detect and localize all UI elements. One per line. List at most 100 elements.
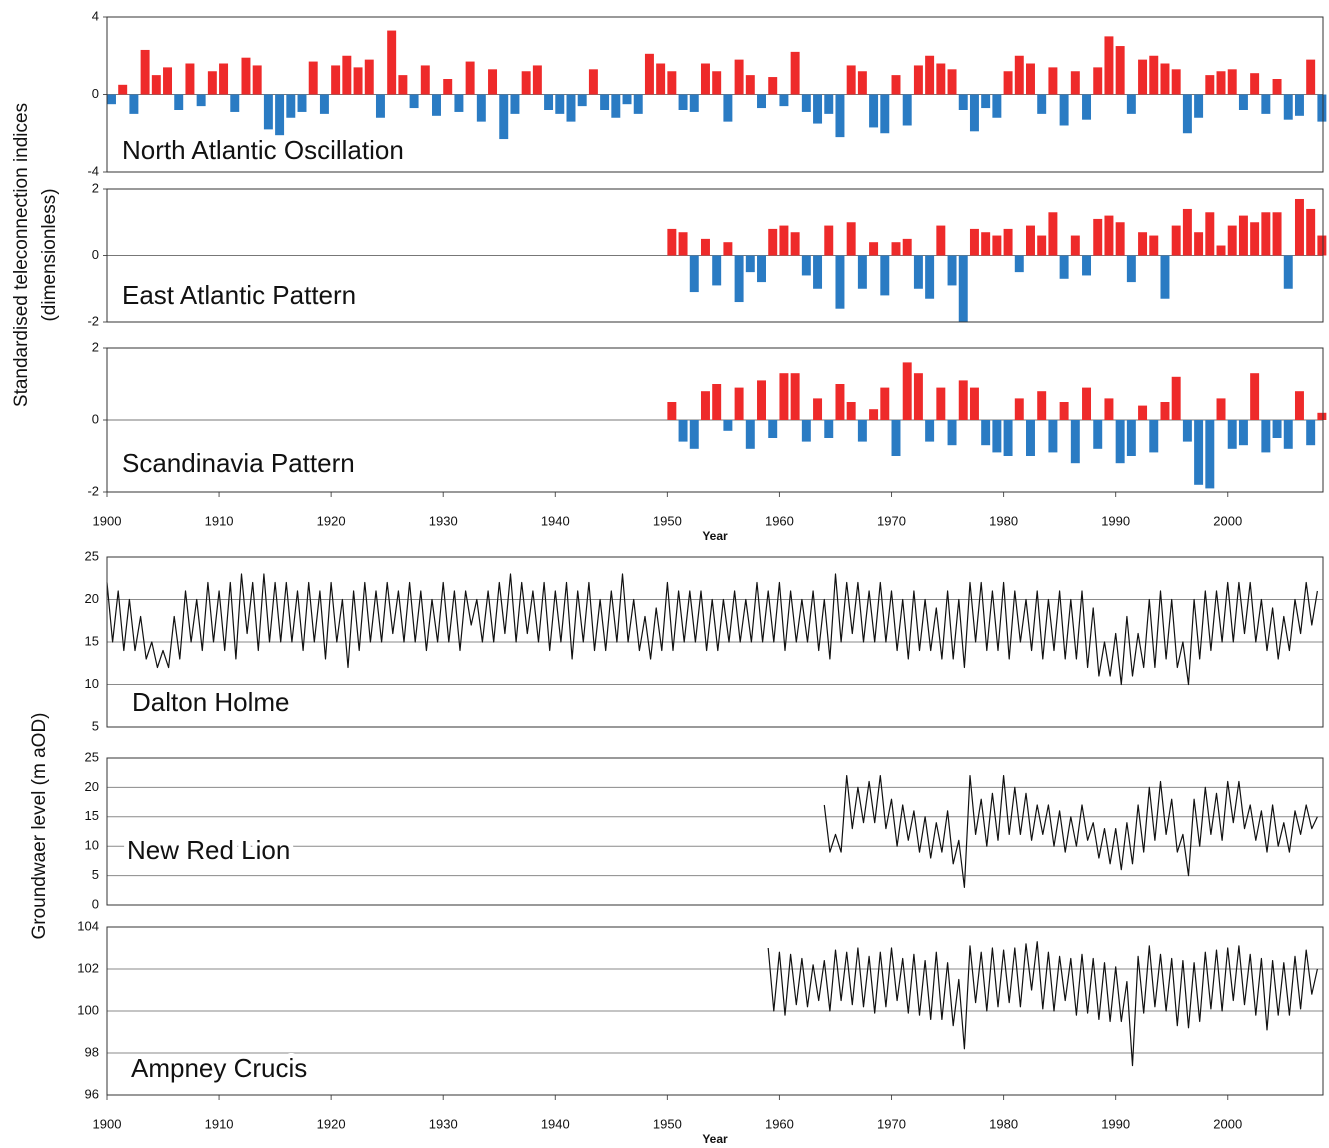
bar	[1048, 212, 1058, 256]
x-tick-label: 1940	[541, 1116, 570, 1131]
x-tick-label: 2000	[1213, 513, 1242, 528]
x-tick-label: 1980	[989, 1116, 1018, 1131]
bar	[230, 94, 240, 112]
bar	[913, 373, 923, 420]
bar	[488, 69, 498, 95]
bar	[319, 94, 329, 114]
bar	[700, 391, 710, 420]
bar	[1048, 420, 1058, 453]
bar	[1126, 255, 1136, 283]
bar	[936, 225, 946, 256]
bar	[1250, 73, 1260, 95]
bar	[1093, 420, 1103, 449]
bar	[1182, 94, 1192, 134]
bar	[432, 94, 441, 116]
bar	[969, 228, 979, 256]
y-tick-label: 4	[92, 8, 99, 23]
bar	[992, 420, 1002, 453]
bar	[1138, 405, 1148, 420]
bar	[880, 94, 890, 134]
bar	[577, 94, 587, 107]
bar	[667, 402, 677, 420]
bar	[745, 255, 755, 273]
bar	[925, 420, 935, 442]
bar	[1037, 235, 1047, 256]
y-tick-label: -2	[87, 483, 99, 498]
bar	[1014, 55, 1024, 95]
bar	[1205, 75, 1215, 95]
bar	[1250, 373, 1260, 420]
y-tick-label: 102	[77, 960, 99, 975]
bar	[712, 71, 722, 95]
bar	[813, 398, 823, 420]
bar	[947, 420, 957, 446]
bar	[207, 71, 217, 95]
bar	[107, 94, 116, 105]
bar	[644, 53, 654, 95]
bar	[1171, 69, 1181, 95]
y-tick-label: 0	[92, 411, 99, 426]
bar	[1306, 420, 1316, 446]
bar	[566, 94, 576, 122]
bar	[1104, 215, 1114, 256]
bar	[353, 67, 363, 95]
line	[106, 573, 1318, 686]
bar	[521, 71, 531, 95]
bar	[1115, 46, 1125, 95]
bar	[219, 63, 229, 95]
bar	[465, 61, 475, 95]
bar	[801, 420, 811, 442]
bar	[1115, 420, 1125, 464]
bar	[600, 94, 610, 110]
panel: 0 5 10 15 20 25 New Red Lion	[85, 749, 1324, 911]
x-tick-label: 1970	[877, 513, 906, 528]
y-tick-label: 100	[77, 1002, 99, 1017]
panel-label: North Atlantic Oscillation	[122, 135, 404, 165]
bar	[981, 94, 991, 109]
bar	[364, 59, 374, 95]
bar	[925, 55, 935, 95]
bar	[1149, 235, 1159, 256]
bar	[409, 94, 419, 109]
bar	[869, 94, 879, 128]
bar	[835, 255, 845, 309]
bar	[913, 255, 923, 289]
bar	[286, 94, 296, 118]
bar	[824, 94, 834, 114]
bar	[1093, 218, 1103, 256]
bar	[813, 255, 823, 289]
bar	[667, 71, 677, 95]
bar	[1283, 94, 1293, 120]
x-tick-label: 1910	[205, 1116, 234, 1131]
bar	[1070, 420, 1080, 464]
bar	[118, 84, 128, 95]
bar	[723, 242, 733, 256]
bar	[723, 94, 733, 122]
panel: 5 10 15 20 25 Groundwaer level (m aOD) Dalton …	[29, 548, 1324, 940]
panel: -2 0 2 East Atlantic Pattern	[87, 180, 1327, 328]
bar	[420, 65, 430, 95]
y-tick-label: 20	[85, 591, 99, 606]
bar	[958, 255, 968, 322]
bar	[1093, 67, 1103, 95]
bar	[1317, 94, 1327, 122]
y-tick-label: 98	[85, 1044, 99, 1059]
bar	[1037, 391, 1047, 420]
bar	[857, 420, 867, 442]
bar	[678, 94, 688, 110]
bar	[801, 255, 811, 276]
bar	[1059, 402, 1069, 420]
y-axis-title: (dimensionless)	[39, 188, 60, 321]
y-tick-label: 0	[92, 247, 99, 262]
bar	[342, 55, 352, 95]
plot-frame	[106, 926, 1324, 1096]
bar	[588, 69, 598, 95]
bar	[790, 51, 800, 95]
x-tick-label: 1990	[1101, 1116, 1130, 1131]
bar	[1160, 63, 1170, 95]
y-tick-label: 2	[92, 339, 99, 354]
bar	[1216, 245, 1226, 256]
bar	[947, 255, 957, 286]
bar	[1294, 94, 1304, 116]
x-tick-label: 1960	[765, 513, 794, 528]
